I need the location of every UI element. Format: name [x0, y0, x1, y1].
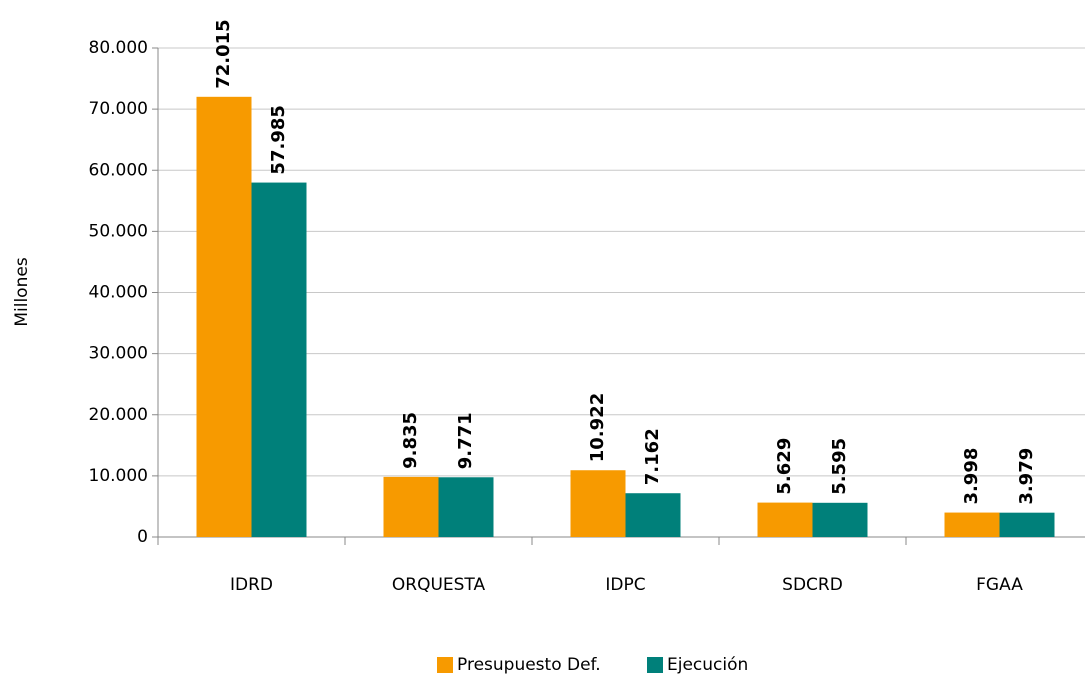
- x-tick-label: IDRD: [230, 575, 273, 595]
- y-tick-label: 70.000: [89, 99, 148, 119]
- value-label: 57.985: [268, 105, 289, 174]
- legend-label: Presupuesto Def.: [457, 655, 601, 675]
- y-tick-label: 30.000: [89, 344, 148, 364]
- value-label: 9.835: [400, 412, 421, 469]
- value-label: 9.771: [455, 412, 476, 469]
- value-label: 7.162: [642, 428, 663, 485]
- value-label: 72.015: [213, 19, 234, 88]
- bar: [438, 477, 494, 537]
- bar: [757, 502, 813, 537]
- bar: [812, 502, 868, 537]
- y-tick-label: 40.000: [89, 283, 148, 303]
- bar: [383, 476, 439, 537]
- bar: [251, 182, 307, 537]
- value-label: 5.629: [774, 438, 795, 495]
- legend-swatch: [647, 657, 663, 673]
- value-label: 10.922: [587, 393, 608, 462]
- legend-label: Ejecución: [667, 655, 748, 675]
- y-tick-label: 80.000: [89, 38, 148, 58]
- value-label: 3.979: [1016, 448, 1037, 505]
- x-tick-label: IDPC: [605, 575, 645, 595]
- x-tick-label: FGAA: [976, 575, 1023, 595]
- y-tick-label: 60.000: [89, 160, 148, 180]
- bar: [570, 470, 626, 537]
- y-tick-label: 50.000: [89, 221, 148, 241]
- legend-swatch: [437, 657, 453, 673]
- y-tick-label: 10.000: [89, 466, 148, 486]
- bar: [944, 512, 1000, 537]
- value-label: 5.595: [829, 438, 850, 495]
- y-tick-label: 0: [137, 527, 148, 547]
- x-tick-label: ORQUESTA: [392, 575, 486, 595]
- y-tick-label: 20.000: [89, 405, 148, 425]
- bar: [999, 512, 1055, 537]
- x-tick-label: SDCRD: [782, 575, 843, 595]
- bar: [196, 96, 252, 537]
- bar: [625, 493, 681, 537]
- y-axis-label: Millones: [12, 257, 32, 326]
- value-label: 3.998: [961, 448, 982, 505]
